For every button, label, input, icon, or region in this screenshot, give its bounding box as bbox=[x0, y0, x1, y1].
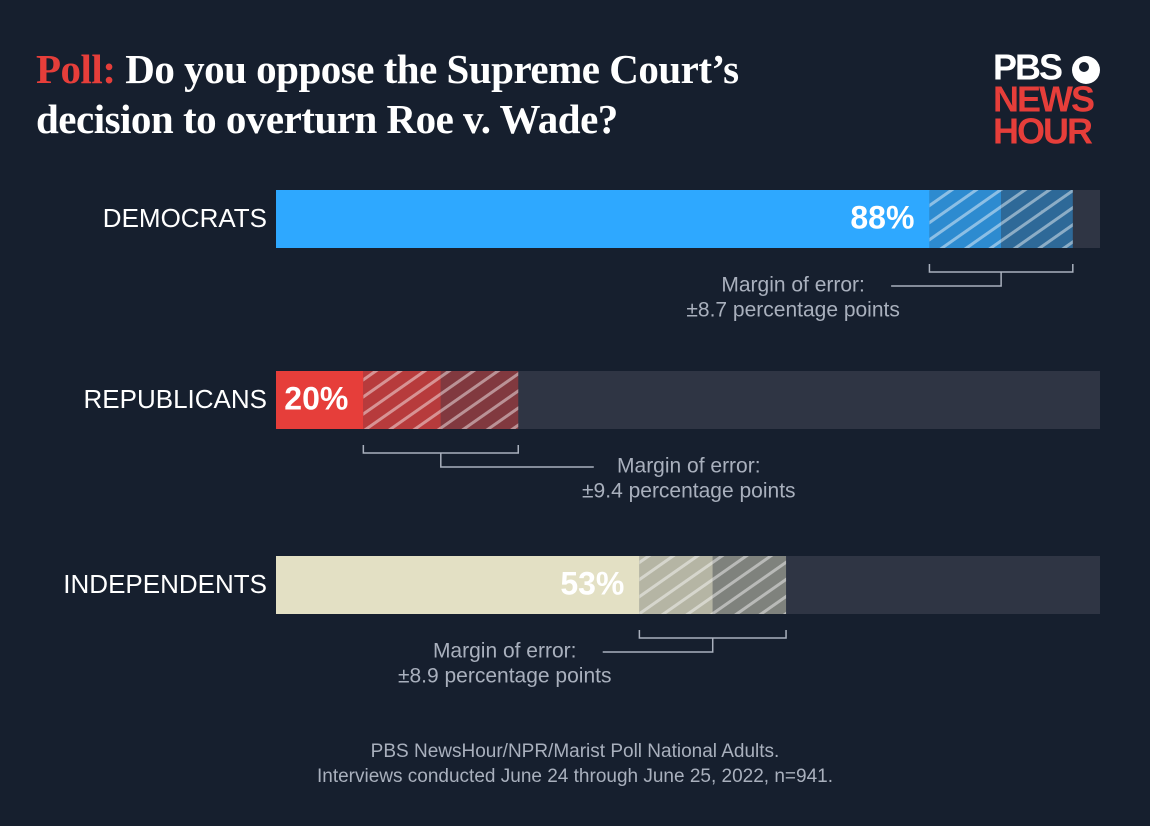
moe-lower-hatch bbox=[929, 190, 1002, 248]
source-line: Interviews conducted June 24 through Jun… bbox=[317, 766, 833, 787]
error-bracket bbox=[638, 630, 787, 639]
title: Poll: Do you oppose the Supreme Court’s … bbox=[36, 44, 856, 144]
error-connector bbox=[440, 453, 594, 468]
value-label: 88% bbox=[850, 199, 914, 235]
category-label: DEMOCRATS bbox=[103, 203, 267, 233]
moe-label: ±8.7 percentage points bbox=[686, 299, 900, 322]
bar-solid bbox=[276, 371, 364, 429]
moe-title: Margin of error: bbox=[433, 640, 577, 663]
category-label: REPUBLICANS bbox=[84, 384, 268, 414]
moe-lower-hatch bbox=[639, 556, 713, 614]
moe-label: ±8.9 percentage points bbox=[398, 665, 612, 688]
moe-upper-hatch bbox=[712, 556, 787, 614]
value-label: 53% bbox=[560, 565, 624, 601]
title-text: Do you oppose the Supreme Court’s decisi… bbox=[36, 46, 739, 142]
logo-hour: HOUR bbox=[993, 111, 1093, 152]
error-connector bbox=[602, 638, 714, 653]
error-bracket bbox=[928, 264, 1074, 273]
moe-title: Margin of error: bbox=[721, 274, 865, 297]
title-label: Poll: bbox=[36, 46, 116, 92]
logo-icon-eye bbox=[1079, 62, 1089, 72]
category-label: INDEPENDENTS bbox=[63, 569, 267, 599]
moe-upper-hatch bbox=[1001, 190, 1073, 248]
moe-title: Margin of error: bbox=[617, 455, 761, 478]
bar-solid bbox=[276, 556, 640, 614]
logo-news: NEWS bbox=[993, 79, 1094, 120]
bar-solid bbox=[276, 190, 930, 248]
logo-pbs: PBS bbox=[993, 47, 1062, 88]
moe-upper-hatch bbox=[440, 371, 519, 429]
error-connector bbox=[891, 272, 1002, 287]
moe-label: ±9.4 percentage points bbox=[582, 480, 796, 503]
moe-lower-hatch bbox=[363, 371, 441, 429]
source-line: PBS NewsHour/NPR/Marist Poll National Ad… bbox=[371, 741, 780, 762]
value-label: 20% bbox=[284, 380, 348, 416]
logo: PBS NEWS HOUR bbox=[993, 47, 1100, 152]
error-bracket bbox=[362, 445, 520, 454]
